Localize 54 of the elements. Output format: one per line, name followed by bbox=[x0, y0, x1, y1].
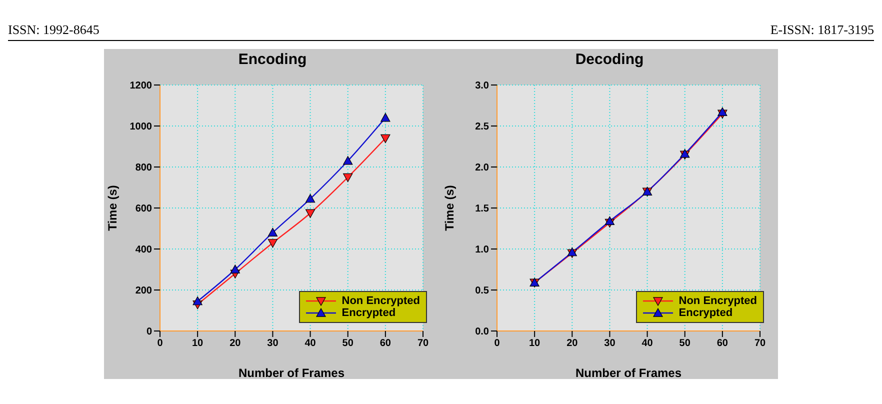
x-tick-label: 20 bbox=[566, 338, 578, 350]
point bbox=[192, 296, 202, 306]
y-tick-label: 3.0 bbox=[475, 80, 490, 92]
text: E-ISSN: 1817-3195 bbox=[770, 22, 874, 38]
chart-title: Encoding bbox=[237, 51, 308, 68]
x-tick-label: 60 bbox=[380, 338, 392, 350]
legend-label: Encrypted bbox=[678, 307, 733, 319]
x-tick-label: 30 bbox=[267, 338, 279, 350]
text: ISSN: 1992-8645 bbox=[8, 22, 100, 38]
y-tick-label: 600 bbox=[135, 204, 152, 215]
x-tick-label: 60 bbox=[716, 338, 728, 350]
point bbox=[305, 194, 316, 203]
y-tick-label: 2.0 bbox=[475, 162, 490, 174]
point bbox=[268, 238, 278, 248]
x-tick-label: 50 bbox=[342, 338, 354, 350]
y-tick-label: 1.0 bbox=[475, 244, 490, 256]
point bbox=[604, 216, 615, 226]
x-tick-label: 0 bbox=[157, 338, 164, 350]
y-tick-label: 0.5 bbox=[475, 286, 490, 297]
y-tick-label: 2.5 bbox=[475, 122, 490, 133]
y-tick-label: 400 bbox=[135, 244, 152, 256]
legend-label: Non Encrypted bbox=[678, 295, 757, 307]
chart-title: Decoding bbox=[574, 51, 645, 68]
y-tick-label: 200 bbox=[135, 286, 152, 297]
point bbox=[380, 134, 390, 144]
y-tick-label: 1000 bbox=[130, 122, 152, 133]
y-axis-title: Time (s) bbox=[442, 185, 456, 231]
point bbox=[380, 113, 390, 122]
y-tick-label: 800 bbox=[135, 162, 152, 174]
x-tick-label: 40 bbox=[642, 338, 654, 350]
x-tick-label: 70 bbox=[754, 338, 766, 350]
x-axis-title: Number of Frames bbox=[575, 366, 682, 380]
y-tick-label: 0.0 bbox=[475, 326, 490, 338]
y-tick-label: 0 bbox=[146, 326, 152, 338]
y-axis-title: Time (s) bbox=[105, 185, 120, 231]
point bbox=[718, 107, 728, 116]
x-tick-label: 30 bbox=[604, 338, 616, 350]
x-tick-label: 10 bbox=[529, 338, 541, 350]
x-tick-label: 0 bbox=[494, 338, 500, 350]
y-tick-label: 1200 bbox=[130, 80, 152, 92]
x-tick-label: 70 bbox=[417, 338, 429, 350]
point bbox=[268, 228, 278, 236]
y-tick-label: 1.5 bbox=[475, 204, 490, 215]
x-axis-title: Number of Frames bbox=[238, 366, 345, 380]
legend-label: Non Encrypted bbox=[342, 295, 420, 307]
point bbox=[305, 209, 316, 218]
x-tick-label: 50 bbox=[679, 338, 691, 350]
x-tick-label: 10 bbox=[192, 338, 204, 350]
point bbox=[343, 156, 353, 165]
x-tick-label: 20 bbox=[230, 338, 242, 350]
legend-label: Encrypted bbox=[342, 307, 396, 319]
point bbox=[230, 264, 240, 274]
x-tick-label: 40 bbox=[304, 338, 316, 350]
point bbox=[343, 173, 353, 182]
